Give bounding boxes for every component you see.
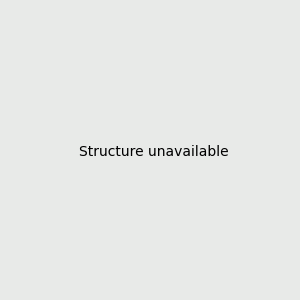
Text: Structure unavailable: Structure unavailable xyxy=(79,145,229,158)
